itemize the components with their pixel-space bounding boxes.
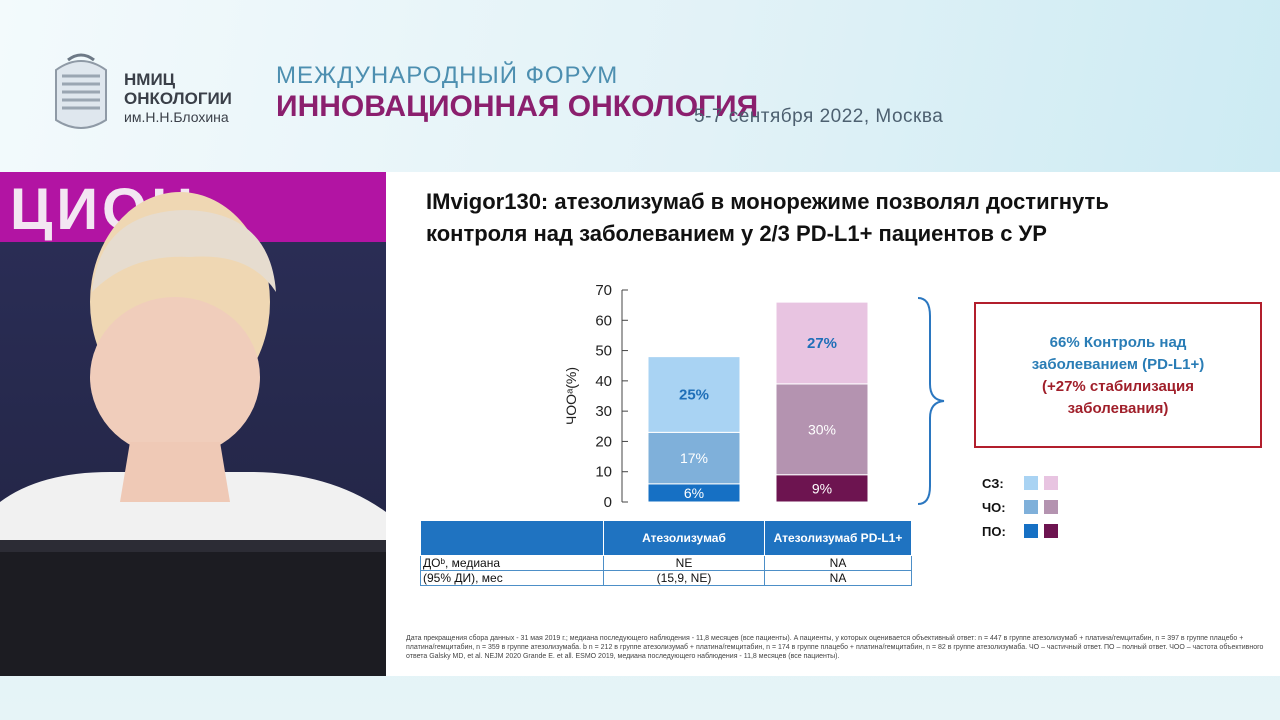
- data-label: 9%: [812, 480, 832, 496]
- legend-row-po: ПО:: [982, 520, 1072, 544]
- bar-segment: [647, 356, 741, 433]
- legend-swatch: [1044, 476, 1058, 490]
- forum-title-line2: ИННОВАЦИОННАЯ ОНКОЛОГИЯ: [276, 90, 759, 123]
- table-cell: NE: [603, 555, 765, 571]
- legend-swatch: [1044, 500, 1058, 514]
- presentation-slide: IMvigor130: атезолизумаб в монорежиме по…: [386, 172, 1280, 676]
- data-label: 30%: [808, 421, 836, 437]
- y-tick-label: 0: [604, 494, 612, 511]
- table-cell: NA: [764, 570, 912, 586]
- y-tick-label: 20: [595, 433, 612, 450]
- forum-date: 5-7 сентября 2022, Москва: [694, 106, 944, 127]
- table-cell: (15,9, NE): [603, 570, 765, 586]
- legend-swatch: [1024, 476, 1038, 490]
- table-cell: NA: [764, 555, 912, 571]
- callout-line2: заболеванием (PD-L1+): [1031, 356, 1205, 373]
- data-label: 6%: [684, 485, 704, 501]
- speaker-figure: [0, 192, 386, 676]
- bar-segment: [775, 383, 869, 476]
- table-header-cell: Атезолизумаб PD-L1+: [764, 520, 912, 556]
- logo-line2: ОНКОЛОГИИ: [124, 89, 232, 108]
- forum-header: НМИЦ ОНКОЛОГИИ им.Н.Н.Блохина МЕЖДУНАРОД…: [0, 0, 1280, 172]
- legend-label: ЧО:: [982, 500, 1006, 515]
- speaker-video: ЦИОН: [0, 172, 386, 676]
- slide-title-line1: IMvigor130: атезолизумаб в монорежиме по…: [426, 189, 1109, 214]
- data-label: 17%: [680, 450, 708, 466]
- bar-segment: [775, 474, 869, 503]
- legend-row-sz: СЗ:: [982, 472, 1072, 496]
- slide-footnote: Дата прекращения сбора данных - 31 мая 2…: [406, 635, 1264, 660]
- table-cell: ДОᵇ, медиана: [420, 555, 604, 571]
- legend-swatch: [1044, 524, 1058, 538]
- legend-label: ПО:: [982, 524, 1006, 539]
- legend-label: СЗ:: [982, 476, 1004, 491]
- callout-line1: 66% Контроль над: [1049, 334, 1187, 351]
- bar-segment: [647, 431, 741, 485]
- bar-segment: [775, 301, 869, 385]
- chart-legend: СЗ: ЧО: ПО:: [982, 472, 1072, 544]
- y-tick-label: 30: [595, 403, 612, 420]
- callout-line4: заболевания): [1067, 400, 1169, 417]
- data-label: 25%: [679, 386, 709, 403]
- legend-swatch: [1024, 500, 1038, 514]
- disease-control-callout: 66% Контроль над заболеванием (PD-L1+) (…: [974, 302, 1262, 448]
- y-tick-label: 70: [595, 282, 612, 299]
- logo-line3: им.Н.Н.Блохина: [124, 109, 229, 125]
- response-duration-table: Атезолизумаб Атезолизумаб PD-L1+ ДОᵇ, ме…: [420, 520, 912, 586]
- data-label: 27%: [807, 335, 837, 352]
- legend-row-cho: ЧО:: [982, 496, 1072, 520]
- table-header-cell: Атезолизумаб: [603, 520, 765, 556]
- stacked-bar-chart: 0 10 20 30 40 50 60 70 ЧООᵃ(%) 6% 17% 25% 9% 30% 27%: [564, 282, 869, 511]
- slide-title-line2: контроля над заболеванием у 2/3 PD-L1+ п…: [426, 221, 1047, 246]
- table-header-row: Атезолизумаб Атезолизумаб PD-L1+: [420, 520, 912, 556]
- table-row: ДОᵇ, медиана NE NA: [420, 555, 912, 571]
- legend-swatch: [1024, 524, 1038, 538]
- y-axis-label: ЧООᵃ(%): [564, 367, 579, 425]
- y-tick-label: 60: [595, 312, 612, 329]
- nmic-logo-text: НМИЦ ОНКОЛОГИИ им.Н.Н.Блохина: [124, 70, 232, 126]
- forum-title-line1: МЕЖДУНАРОДНЫЙ ФОРУМ: [276, 62, 619, 89]
- y-tick-label: 10: [595, 464, 612, 481]
- slide-title: IMvigor130: атезолизумаб в монорежиме по…: [426, 186, 1266, 250]
- table-header-cell: [420, 520, 604, 556]
- nmic-logo-icon: [55, 53, 107, 129]
- callout-line3: (+27% стабилизация: [1041, 378, 1194, 395]
- table-row: (95% ДИ), мес (15,9, NE) NA: [420, 570, 912, 586]
- y-tick-label: 40: [595, 373, 612, 390]
- table-cell: (95% ДИ), мес: [420, 570, 604, 586]
- y-tick-label: 50: [595, 343, 612, 360]
- curly-brace-icon: [917, 297, 945, 505]
- logo-line1: НМИЦ: [124, 70, 176, 89]
